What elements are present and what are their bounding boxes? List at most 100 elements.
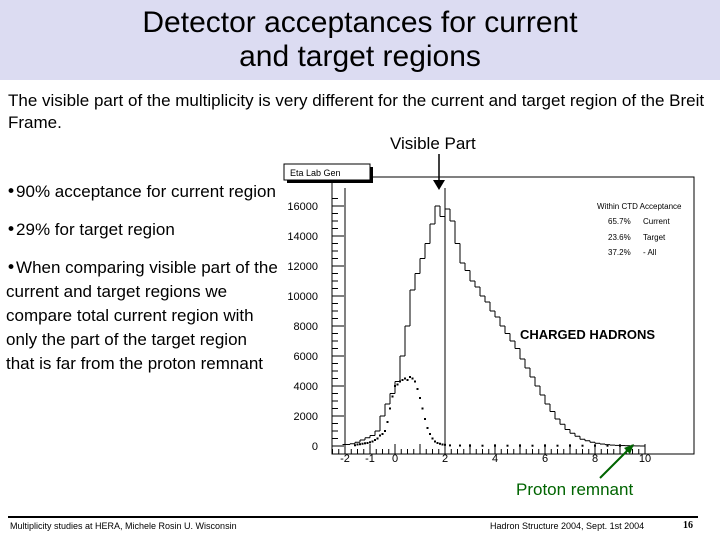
intro-text: The visible part of the multiplicity is …	[8, 91, 705, 132]
bullet-text: When comparing visible part of the curre…	[6, 258, 278, 373]
proton-remnant-arrow	[599, 444, 634, 479]
footer-rule	[8, 516, 698, 518]
y-axis: 0 2000 4000 6000 8000 10000 12000 14000 16000	[287, 198, 344, 453]
target-point	[384, 430, 386, 432]
target-point	[359, 443, 361, 446]
bullet-target-acceptance: •29% for target region	[6, 218, 278, 242]
y-tick-label: 4000	[294, 381, 318, 393]
target-point	[556, 444, 559, 447]
charged-hadrons-annotation: CHARGED HADRONS	[520, 327, 655, 342]
chart-title: Eta Lab Gen	[290, 168, 341, 178]
target-point	[506, 444, 509, 447]
target-point	[364, 442, 366, 445]
region-boundaries	[344, 188, 446, 454]
target-point	[421, 407, 424, 410]
bullet-list: •90% acceptance for current region •29% …	[6, 180, 278, 390]
target-point	[391, 395, 394, 398]
target-point	[459, 444, 461, 447]
target-point	[394, 385, 396, 387]
bullet-text: 90% acceptance for current region	[16, 182, 276, 201]
bullet-current-acceptance: •90% acceptance for current region	[6, 180, 278, 204]
bullet-text: 29% for target region	[16, 220, 175, 239]
footer-right: Hadron Structure 2004, Sept. 1st 2004	[490, 521, 645, 531]
y-tick-label: 0	[312, 441, 318, 453]
title-line-1: Detector acceptances for current	[142, 6, 578, 39]
legend-label-current: Current	[643, 217, 670, 226]
y-tick-label: 14000	[287, 231, 318, 243]
bullet-icon: •	[6, 182, 17, 202]
x-tick-label: -1	[365, 453, 375, 465]
x-tick-label: 10	[639, 453, 651, 465]
target-point	[354, 444, 356, 447]
legend-value-current: 65.7%	[608, 217, 631, 226]
series-group	[342, 205, 645, 447]
target-point	[436, 442, 439, 444]
target-point	[469, 444, 471, 447]
target-point	[449, 444, 451, 447]
target-point	[399, 380, 401, 383]
target-point	[371, 440, 374, 443]
target-point	[444, 443, 446, 446]
y-tick-label: 2000	[294, 411, 318, 423]
y-tick-label: 16000	[287, 201, 318, 213]
target-point	[581, 444, 584, 447]
legend-label-all: - All	[643, 248, 657, 257]
series-current	[342, 205, 645, 447]
target-point	[369, 441, 371, 444]
y-tick-label: 8000	[294, 321, 318, 333]
plot-frame	[331, 176, 695, 455]
target-point	[429, 433, 431, 435]
target-point	[434, 440, 436, 443]
target-point	[389, 407, 391, 410]
target-point	[409, 376, 411, 378]
target-point	[569, 444, 571, 447]
target-point	[619, 444, 621, 447]
target-point	[531, 444, 534, 447]
target-point	[361, 442, 364, 445]
target-point	[424, 418, 426, 420]
target-point	[406, 379, 409, 381]
target-point	[366, 442, 369, 444]
target-point	[481, 444, 484, 447]
y-tick-label: 10000	[287, 291, 318, 303]
chart-title-box	[283, 163, 371, 181]
target-point	[544, 444, 546, 447]
proton-remnant-label: Proton remnant	[516, 480, 634, 499]
target-point	[401, 379, 404, 381]
series-target	[354, 376, 634, 447]
target-point	[376, 437, 379, 440]
target-point	[431, 437, 434, 440]
legend-label-target: Target	[643, 233, 666, 242]
visible-part-arrow	[433, 154, 445, 190]
target-point	[594, 444, 596, 447]
target-point	[441, 443, 444, 446]
target-point	[396, 383, 399, 386]
target-point	[494, 444, 496, 447]
y-tick-label: 12000	[287, 261, 318, 273]
x-tick-label: 2	[442, 453, 448, 465]
target-point	[356, 443, 359, 446]
target-point	[426, 427, 429, 429]
footer-left: Multiplicity studies at HERA, Michele Ro…	[10, 521, 237, 531]
x-tick-label: 0	[392, 453, 398, 465]
legend-value-all: 37.2%	[608, 248, 631, 257]
y-tick-label: 6000	[294, 351, 318, 363]
legend-title: Within CTD Acceptance	[597, 202, 682, 211]
x-tick-label: 4	[492, 453, 498, 465]
target-point	[374, 439, 376, 441]
visible-part-label: Visible Part	[390, 134, 476, 153]
legend-value-target: 23.6%	[608, 233, 631, 242]
x-tick-label: 6	[542, 453, 548, 465]
target-point	[419, 397, 421, 399]
target-point	[381, 433, 384, 435]
bullet-icon: •	[6, 220, 17, 240]
target-point	[606, 444, 609, 447]
title-bar	[0, 0, 720, 80]
x-tick-label: -2	[340, 453, 350, 465]
target-point	[519, 444, 521, 447]
target-point	[379, 434, 381, 437]
bullet-comparison: •When comparing visible part of the curr…	[6, 256, 278, 376]
target-point	[414, 380, 416, 383]
x-tick-label: 8	[592, 453, 598, 465]
